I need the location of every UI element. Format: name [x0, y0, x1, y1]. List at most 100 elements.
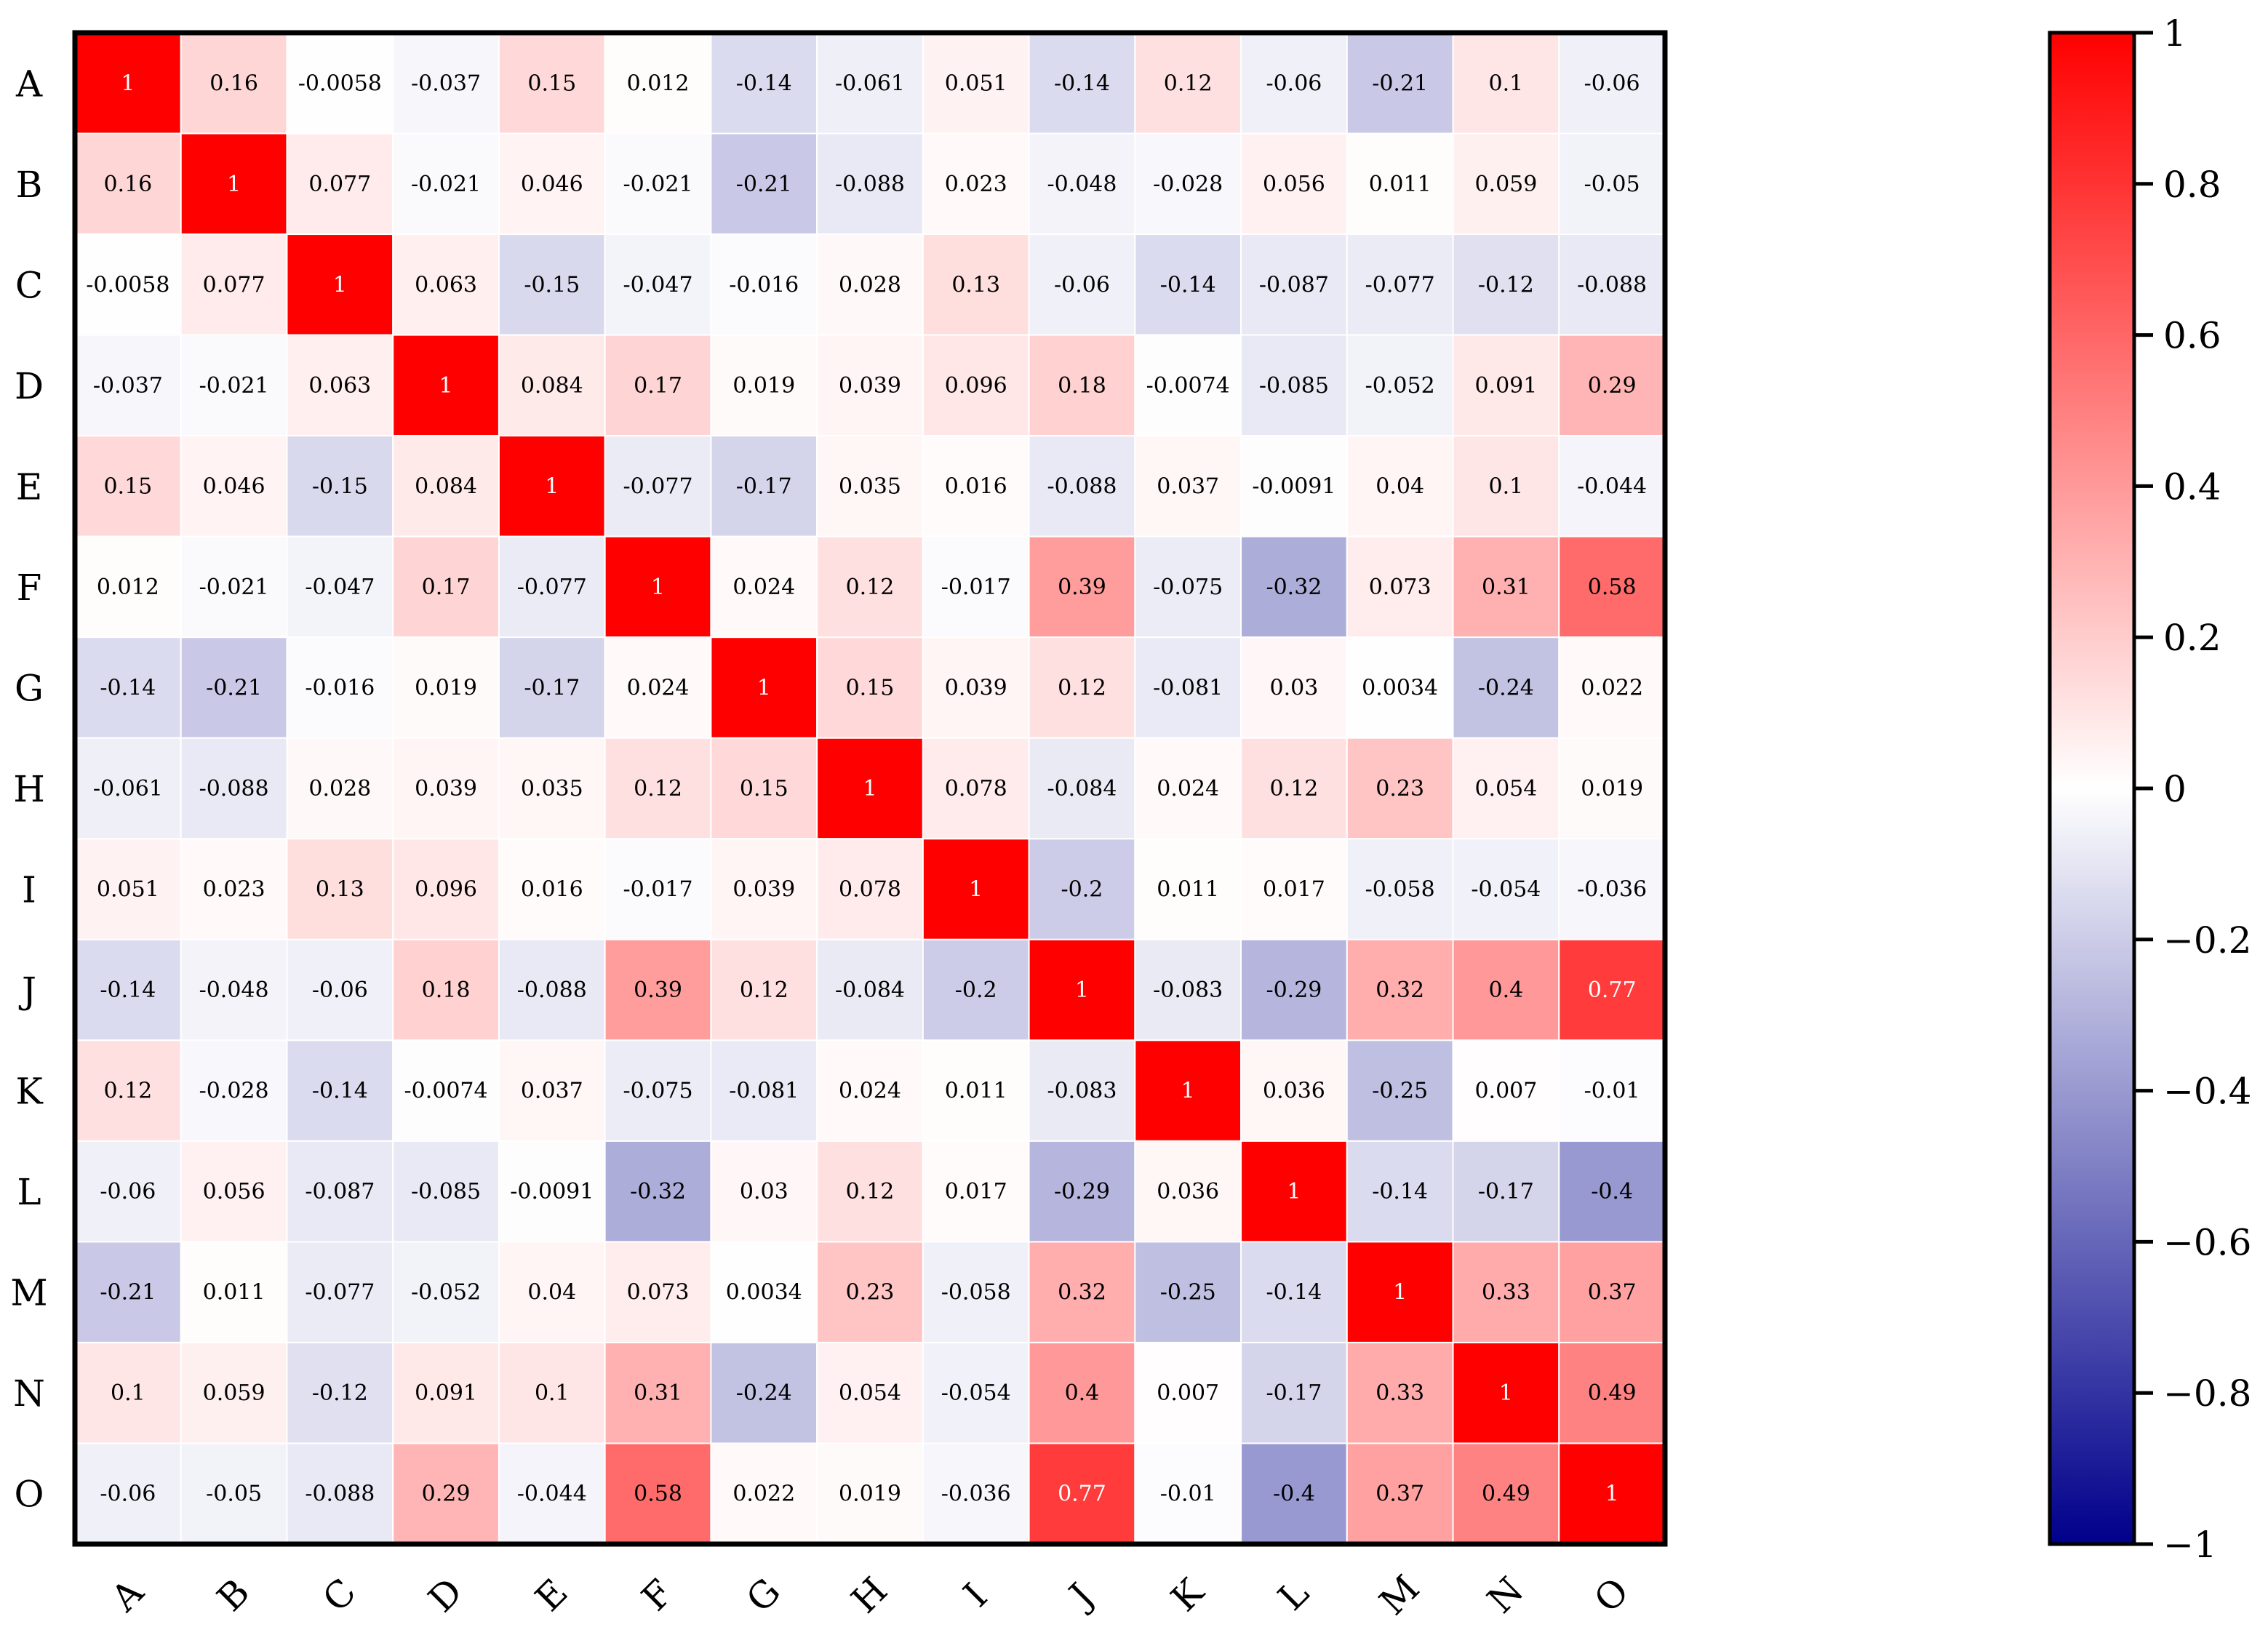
heatmap-cell-label: 0.29: [422, 1482, 471, 1507]
heatmap-cell: [1134, 838, 1242, 940]
heatmap-cell: [922, 435, 1030, 537]
heatmap-cell: [286, 132, 394, 236]
heatmap-cell: [816, 32, 924, 135]
heatmap-cell: [1028, 1039, 1136, 1142]
heatmap-cell-label: 0.077: [203, 272, 265, 297]
heatmap-cell: [1240, 1140, 1348, 1243]
heatmap-cell: [392, 334, 500, 437]
colorbar-tick-label: 0: [2163, 768, 2187, 810]
heatmap-cell: [498, 737, 606, 840]
heatmap-cell-label: -0.06: [100, 1482, 156, 1507]
heatmap-cell-label: 0.011: [203, 1280, 265, 1306]
heatmap-cell-label: -0.32: [1266, 575, 1322, 600]
heatmap-cell: [816, 334, 924, 437]
heatmap-cell-label: -0.14: [736, 71, 792, 96]
heatmap-cell-label: -0.016: [729, 272, 799, 297]
heatmap-cell-label: 1: [1499, 1380, 1513, 1406]
heatmap-cell-label: -0.017: [941, 575, 1011, 600]
heatmap-cell: [710, 132, 818, 236]
y-axis-labels: A B C D E F G H I J K L M N O: [10, 63, 47, 1515]
heatmap-cell: [1558, 435, 1666, 537]
heatmap-cell-label: 0.054: [839, 1380, 901, 1406]
x-tick-label: H: [843, 1569, 895, 1621]
heatmap-cell: [180, 838, 288, 940]
heatmap-cell-label: -0.061: [93, 776, 163, 801]
heatmap-cell: [1452, 132, 1560, 236]
heatmap-cell-label: -0.0074: [404, 1079, 488, 1104]
heatmap-cell-label: 0.39: [1058, 575, 1106, 600]
heatmap-cell-label: -0.075: [1153, 575, 1223, 600]
heatmap-cell: [604, 334, 712, 437]
heatmap-cell: [180, 1442, 288, 1546]
heatmap-cell-label: 0.028: [839, 272, 901, 297]
heatmap-cell-label: 0.33: [1482, 1280, 1530, 1306]
heatmap-cell-label: -0.021: [411, 172, 481, 197]
heatmap-cell: [1240, 233, 1348, 336]
heatmap-cell-label: 0.011: [1157, 877, 1219, 903]
heatmap-cell: [74, 32, 182, 135]
heatmap-cell-label: -0.05: [206, 1482, 262, 1507]
y-tick-label: I: [22, 869, 36, 911]
heatmap-cell-label: -0.085: [1259, 373, 1329, 399]
heatmap-cell-label: 0.091: [1474, 373, 1537, 399]
heatmap-cells: [74, 32, 1666, 1546]
heatmap-cell: [180, 1039, 288, 1142]
heatmap-cell: [1134, 1140, 1242, 1243]
heatmap-cell-label: 0.49: [1482, 1482, 1530, 1507]
heatmap-cell-label: 0.039: [839, 373, 901, 399]
heatmap-cell: [1028, 233, 1136, 336]
heatmap-cell: [498, 636, 606, 739]
heatmap-cell-label: 1: [439, 373, 453, 399]
heatmap-cell-label: -0.01: [1584, 1079, 1640, 1104]
heatmap-cell-label: -0.088: [1047, 473, 1117, 499]
y-tick-label: A: [15, 63, 43, 105]
heatmap-cell: [180, 132, 288, 236]
heatmap-cell-label: 0.23: [1375, 776, 1424, 801]
heatmap-cell: [1452, 636, 1560, 739]
heatmap-cell-label: -0.25: [1160, 1280, 1216, 1306]
heatmap-cell-label: -0.044: [517, 1482, 587, 1507]
x-tick-label: B: [209, 1571, 257, 1620]
heatmap-cell: [286, 334, 394, 437]
heatmap-cell-label: 0.03: [1270, 675, 1319, 700]
heatmap-cell-label: 0.019: [1581, 776, 1643, 801]
heatmap-cell-label: -0.077: [517, 575, 587, 600]
heatmap-cell-label: -0.087: [1259, 272, 1329, 297]
heatmap-cell: [392, 938, 500, 1042]
heatmap-cell-label: 0.035: [839, 473, 901, 499]
heatmap-cell-label: -0.016: [305, 675, 375, 700]
heatmap-cell: [816, 1241, 924, 1343]
x-tick-label: F: [634, 1572, 682, 1620]
heatmap-cell-label: 0.037: [521, 1079, 583, 1104]
heatmap-cell: [1452, 334, 1560, 437]
heatmap-cell: [1028, 938, 1136, 1042]
heatmap-cell-label: -0.06: [100, 1179, 156, 1204]
heatmap-cell-label: 0.054: [1474, 776, 1537, 801]
heatmap-cell: [604, 32, 712, 135]
heatmap-cell-label: -0.077: [1365, 272, 1435, 297]
heatmap-cell-label: -0.037: [411, 71, 481, 96]
heatmap-cell: [922, 233, 1030, 336]
heatmap-cell: [498, 1039, 606, 1142]
heatmap-cell-label: 0.023: [945, 172, 1007, 197]
heatmap-cell-label: 1: [121, 71, 135, 96]
heatmap-cell: [1028, 32, 1136, 135]
heatmap-cell-label: 0.12: [846, 1179, 895, 1204]
heatmap-cell-label: 0.37: [1375, 1482, 1424, 1507]
heatmap-cell: [1558, 1341, 1666, 1444]
heatmap-cell-label: -0.044: [1577, 473, 1647, 499]
heatmap-cell-label: 0.051: [97, 877, 159, 903]
y-tick-label: D: [15, 365, 44, 407]
heatmap-cell: [74, 233, 182, 336]
heatmap-cell: [922, 535, 1030, 639]
heatmap-cell-label: 0.012: [627, 71, 690, 96]
heatmap-cell: [1240, 838, 1348, 940]
heatmap-cell: [604, 838, 712, 940]
heatmap-cell-label: 0.31: [634, 1380, 682, 1406]
heatmap-cell-label: -0.14: [1054, 71, 1110, 96]
x-tick-label: A: [103, 1570, 152, 1620]
heatmap-cell: [74, 1241, 182, 1343]
heatmap-cell: [180, 1140, 288, 1243]
heatmap-cell-label: 0.03: [740, 1179, 788, 1204]
heatmap-cell: [1452, 1241, 1560, 1343]
